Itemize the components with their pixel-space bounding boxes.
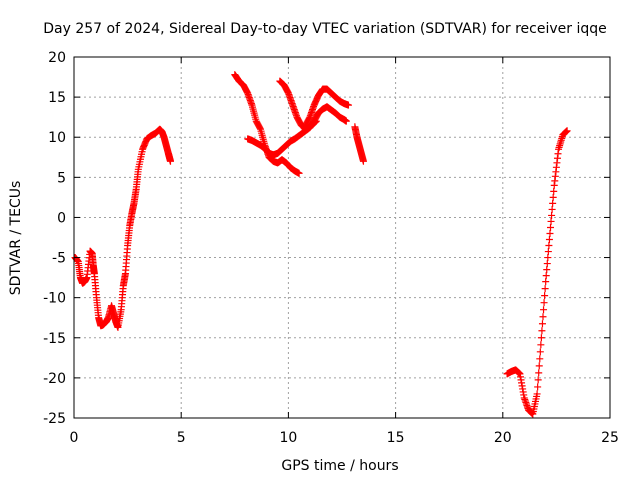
data-point bbox=[540, 306, 548, 314]
x-tick-label: 10 bbox=[279, 430, 297, 446]
data-point bbox=[546, 229, 554, 237]
data-point bbox=[295, 169, 303, 177]
data-point bbox=[542, 278, 550, 286]
data-point bbox=[548, 211, 556, 219]
data-series-5 bbox=[302, 85, 352, 129]
axis-ticks: 0 5 10 15 20 25 20 15 10 5 0 -5 -10 -15 -20 -25 bbox=[43, 50, 619, 446]
data-point bbox=[547, 217, 555, 225]
data-series-7 bbox=[503, 127, 571, 418]
data-point bbox=[563, 127, 571, 135]
data-point bbox=[537, 341, 545, 349]
data-point bbox=[542, 272, 550, 280]
data-point bbox=[545, 236, 553, 244]
data-point bbox=[166, 157, 174, 165]
y-tick-label: 10 bbox=[48, 130, 66, 146]
y-axis-label: SDTVAR / TECUs bbox=[8, 181, 24, 296]
data-point bbox=[549, 193, 557, 201]
data-series-2 bbox=[231, 71, 303, 177]
data-series-6 bbox=[351, 123, 367, 165]
y-tick-label: -10 bbox=[43, 291, 66, 307]
data-point bbox=[544, 254, 552, 262]
y-tick-label: -5 bbox=[52, 251, 66, 267]
x-tick-label: 5 bbox=[177, 430, 186, 446]
data-point bbox=[538, 320, 546, 328]
x-tick-label: 0 bbox=[70, 430, 79, 446]
y-tick-label: 20 bbox=[48, 50, 66, 66]
x-axis-label: GPS time / hours bbox=[281, 458, 398, 474]
x-tick-label: 15 bbox=[387, 430, 405, 446]
data-point bbox=[342, 117, 350, 125]
data-point bbox=[535, 369, 543, 377]
data-point bbox=[543, 260, 551, 268]
data-point bbox=[543, 266, 551, 274]
data-point bbox=[549, 199, 557, 207]
data-point bbox=[547, 223, 555, 231]
y-tick-label: 15 bbox=[48, 90, 66, 106]
x-tick-label: 25 bbox=[601, 430, 619, 446]
data-point bbox=[545, 242, 553, 250]
data-point bbox=[536, 348, 544, 356]
data-point bbox=[536, 355, 544, 363]
data-point bbox=[541, 292, 549, 300]
data-point bbox=[537, 334, 545, 342]
data-points bbox=[71, 71, 571, 418]
data-point bbox=[540, 299, 548, 307]
data-point bbox=[539, 313, 547, 321]
data-point bbox=[344, 101, 352, 109]
y-tick-label: 0 bbox=[57, 210, 66, 226]
data-point bbox=[550, 187, 558, 195]
x-tick-label: 20 bbox=[494, 430, 512, 446]
data-point bbox=[359, 157, 367, 165]
data-point bbox=[534, 383, 542, 391]
data-point bbox=[533, 390, 541, 398]
data-point bbox=[548, 205, 556, 213]
data-point bbox=[538, 327, 546, 335]
data-series-1 bbox=[71, 125, 174, 331]
y-tick-label: -20 bbox=[43, 371, 66, 387]
data-point bbox=[544, 248, 552, 256]
y-tick-label: -15 bbox=[43, 331, 66, 347]
plot-frame bbox=[73, 56, 611, 419]
data-point bbox=[541, 285, 549, 293]
data-point bbox=[535, 362, 543, 370]
y-tick-label: 5 bbox=[57, 170, 66, 186]
chart-title: Day 257 of 2024, Sidereal Day-to-day VTE… bbox=[43, 21, 607, 37]
y-tick-label: -25 bbox=[43, 411, 66, 427]
data-point bbox=[534, 376, 542, 384]
data-series-4 bbox=[276, 77, 350, 133]
